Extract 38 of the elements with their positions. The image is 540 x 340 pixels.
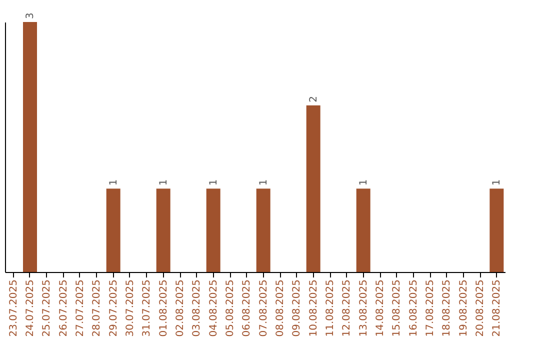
x-tick-label: 24.07.2025: [25, 280, 36, 337]
x-tick-label: 17.08.2025: [425, 280, 436, 337]
data-label: 1: [358, 179, 370, 186]
x-tick-label: 13.08.2025: [358, 280, 370, 337]
x-tick-label: 18.08.2025: [442, 280, 453, 337]
x-tick-label: 16.08.2025: [408, 280, 420, 337]
data-label: 3: [25, 12, 36, 19]
x-tick-label: 06.08.2025: [242, 280, 253, 337]
x-tick-label: 09.08.2025: [292, 280, 303, 337]
x-tick-label: 05.08.2025: [225, 280, 236, 337]
x-tick-label: 26.07.2025: [58, 280, 70, 337]
x-tick-label: 27.07.2025: [75, 280, 86, 337]
x-tick-label: 30.07.2025: [125, 280, 136, 337]
data-label: 1: [158, 179, 170, 186]
data-label: 1: [108, 179, 120, 186]
x-tick-label: 21.08.2025: [492, 280, 503, 337]
x-tick-label: 19.08.2025: [458, 280, 470, 337]
x-tick-label: 10.08.2025: [308, 280, 320, 337]
x-tick-label: 01.08.2025: [158, 280, 170, 337]
x-tick-label: 23.07.2025: [8, 280, 20, 337]
x-tick-label: 07.08.2025: [258, 280, 270, 337]
x-tick-label: 12.08.2025: [342, 280, 353, 337]
x-tick-label: 14.08.2025: [375, 280, 386, 337]
x-tick-label: 20.08.2025: [475, 280, 486, 337]
x-tick-label: 08.08.2025: [275, 280, 286, 337]
x-tick-label: 15.08.2025: [392, 280, 403, 337]
data-label: 1: [208, 179, 220, 186]
data-label: 1: [258, 179, 270, 186]
x-tick-label: 11.08.2025: [325, 280, 336, 337]
x-tick-label: 29.07.2025: [108, 280, 120, 337]
x-tick-label: 02.08.2025: [175, 280, 186, 337]
x-tick-label: 25.07.2025: [42, 280, 53, 337]
x-tick-label: 31.07.2025: [142, 280, 153, 337]
x-tick-label: 28.07.2025: [92, 280, 103, 337]
data-label: 2: [308, 96, 320, 102]
x-tick-label: 03.08.2025: [192, 280, 203, 337]
data-label: 1: [492, 179, 503, 186]
x-tick-label: 04.08.2025: [208, 280, 220, 337]
